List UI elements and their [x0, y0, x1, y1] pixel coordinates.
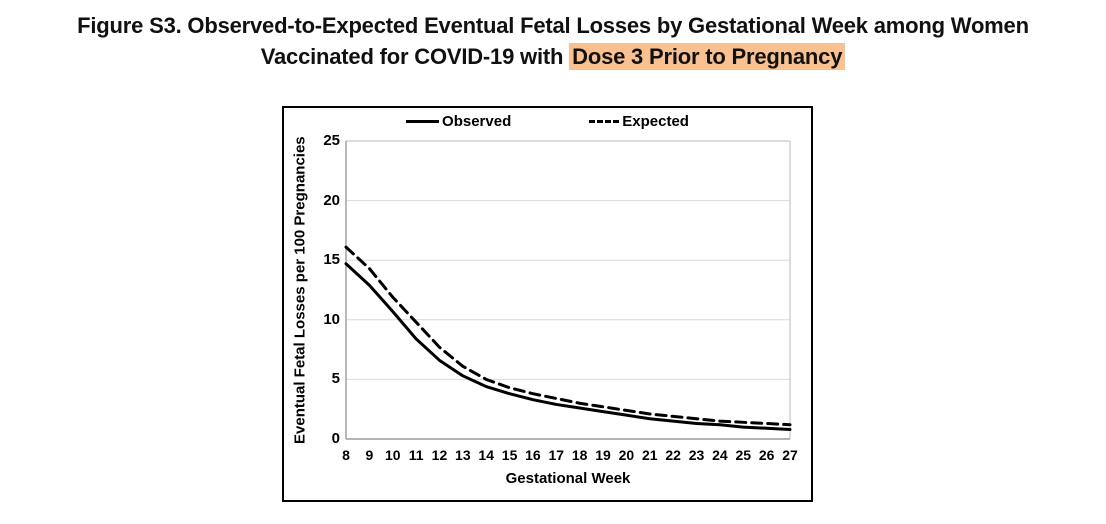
- x-tick-label-20: 20: [618, 447, 635, 463]
- figure-title-highlight: Dose 3 Prior to Pregnancy: [569, 43, 846, 70]
- x-tick-label-18: 18: [571, 447, 588, 463]
- y-tick-label-0: 0: [331, 430, 340, 447]
- figure-title: Figure S3. Observed-to-Expected Eventual…: [0, 10, 1106, 72]
- x-axis-title: Gestational Week: [505, 470, 631, 487]
- observed-line-series: [344, 262, 792, 431]
- x-tick-label-9: 9: [365, 447, 374, 463]
- figure-title-line1: Figure S3. Observed-to-Expected Eventual…: [77, 13, 1029, 38]
- x-tick-label-25: 25: [735, 447, 752, 463]
- x-tick-label-14: 14: [478, 447, 494, 463]
- x-tick-label-23: 23: [688, 447, 705, 463]
- y-tick-label-25: 25: [323, 132, 340, 149]
- legend-item-expected: Expected: [589, 113, 689, 130]
- y-tick-label-5: 5: [331, 370, 340, 388]
- legend-item-observed: Observed: [406, 113, 511, 130]
- legend-label-observed: Observed: [442, 113, 512, 130]
- x-tick-label-13: 13: [455, 447, 471, 463]
- legend-label-expected: Expected: [622, 113, 689, 130]
- y-tick-label-15: 15: [323, 251, 340, 269]
- y-tick-label-10: 10: [323, 310, 340, 328]
- observed-solid-line-swatch: [406, 120, 440, 123]
- plot-area: [344, 140, 792, 440]
- y-tick-label-20: 20: [323, 191, 340, 209]
- y-axis-title: Eventual Fetal Losses per 100 Pregnancie…: [291, 136, 309, 444]
- figure-title-line2-prefix: Vaccinated for COVID-19 with: [260, 44, 570, 69]
- x-tick-label-10: 10: [384, 447, 401, 463]
- expected-dashed-line-swatch: [589, 120, 620, 123]
- x-tick-label-15: 15: [501, 447, 518, 463]
- x-tick-label-26: 26: [758, 447, 775, 463]
- x-tick-label-17: 17: [548, 447, 565, 463]
- x-tick-label-16: 16: [525, 447, 541, 463]
- figure-title-line2: Vaccinated for COVID-19 with Dose 3 Prio…: [0, 41, 1106, 72]
- x-tick-label-12: 12: [431, 447, 448, 463]
- x-tick-label-22: 22: [665, 447, 681, 463]
- x-tick-label-21: 21: [641, 447, 658, 463]
- x-tick-label-11: 11: [408, 447, 424, 463]
- x-tick-label-19: 19: [595, 447, 611, 463]
- chart-legend: Observed Expected: [284, 113, 811, 130]
- x-tick-label-24: 24: [712, 447, 728, 463]
- x-tick-label-27: 27: [782, 447, 798, 463]
- chart-frame: Observed Expected Eventual Fetal Losses …: [282, 106, 813, 502]
- expected-line-series: [344, 245, 792, 427]
- x-tick-label-8: 8: [342, 447, 350, 463]
